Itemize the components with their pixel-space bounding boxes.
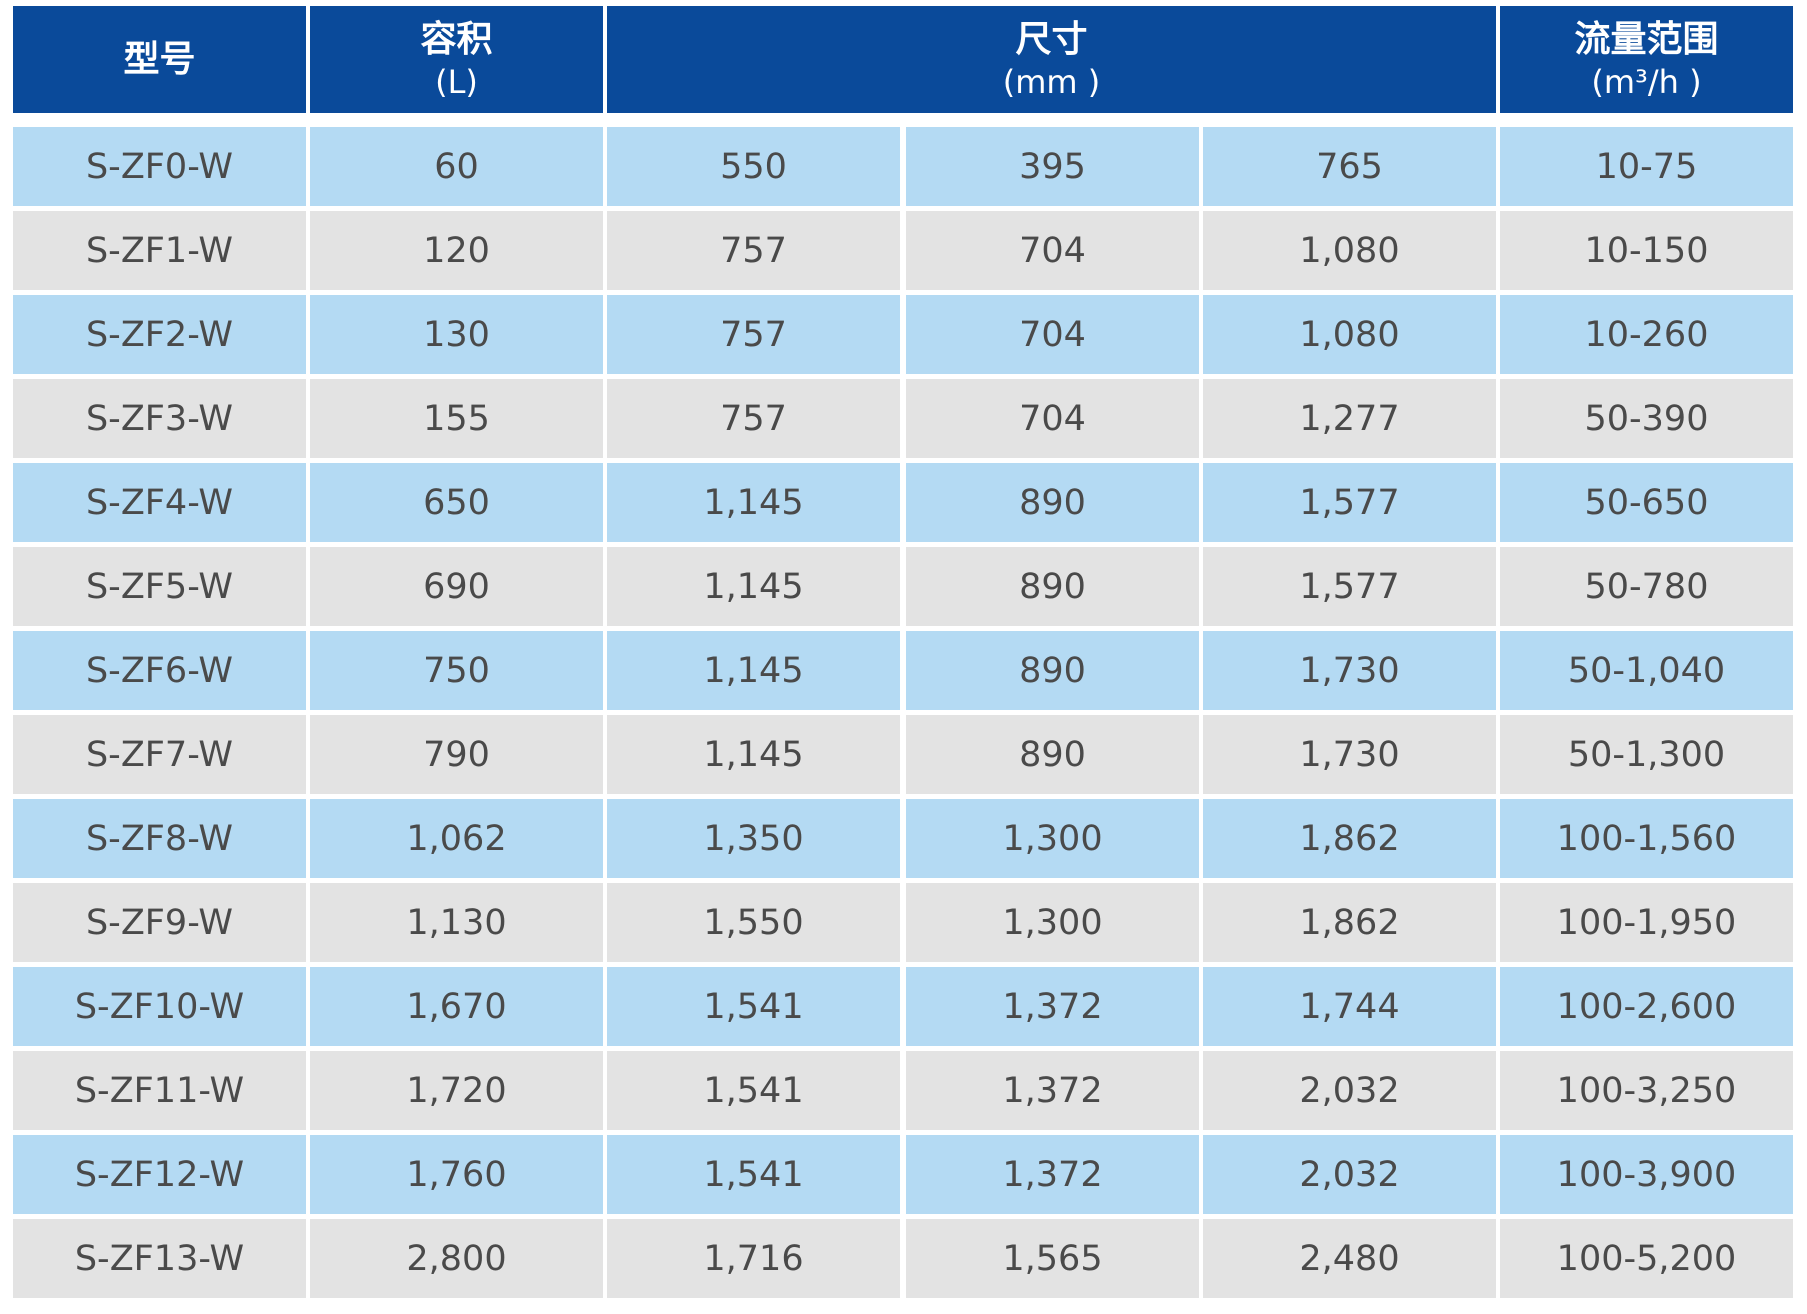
table-cell: 50-780: [1500, 547, 1793, 626]
table-cell: 1,541: [607, 967, 900, 1046]
table-cell: 2,480: [1203, 1219, 1496, 1298]
header-unit: (mm ): [1002, 62, 1101, 101]
table-cell: 10-260: [1500, 295, 1793, 374]
table-cell: 1,541: [607, 1135, 900, 1214]
table-cell: S-ZF9-W: [13, 883, 306, 962]
table-cell: 1,372: [906, 1051, 1199, 1130]
table-cell: 2,032: [1203, 1051, 1496, 1130]
table-cell: 757: [607, 295, 900, 374]
table-cell: S-ZF0-W: [13, 127, 306, 206]
table-cell: 765: [1203, 127, 1496, 206]
table-cell: 10-150: [1500, 211, 1793, 290]
table-cell: 1,565: [906, 1219, 1199, 1298]
table-cell: 704: [906, 379, 1199, 458]
table-cell: 120: [310, 211, 603, 290]
table-cell: 650: [310, 463, 603, 542]
table-cell: 890: [906, 715, 1199, 794]
header-cell: 容积 (L): [310, 6, 603, 113]
table-cell: 1,541: [607, 1051, 900, 1130]
header-title: 流量范围: [1574, 18, 1719, 60]
table-cell: 1,670: [310, 967, 603, 1046]
table-cell: S-ZF1-W: [13, 211, 306, 290]
table-cell: S-ZF4-W: [13, 463, 306, 542]
header-unit: (m³/h ): [1591, 62, 1702, 101]
table-cell: 890: [906, 631, 1199, 710]
table-cell: 155: [310, 379, 603, 458]
table-cell: S-ZF11-W: [13, 1051, 306, 1130]
table-cell: 1,577: [1203, 547, 1496, 626]
table-cell: 1,862: [1203, 799, 1496, 878]
table-cell: 1,300: [906, 799, 1199, 878]
table-cell: 395: [906, 127, 1199, 206]
header-title: 容积: [420, 18, 493, 60]
table-cell: 750: [310, 631, 603, 710]
table-cell: 1,720: [310, 1051, 603, 1130]
table-cell: 60: [310, 127, 603, 206]
table-cell: S-ZF12-W: [13, 1135, 306, 1214]
header-cell: 流量范围 (m³/h ): [1500, 6, 1793, 113]
table-cell: 1,277: [1203, 379, 1496, 458]
table-cell: 1,862: [1203, 883, 1496, 962]
table-cell: 1,145: [607, 715, 900, 794]
table-cell: 1,145: [607, 547, 900, 626]
table-cell: S-ZF6-W: [13, 631, 306, 710]
table-cell: 1,550: [607, 883, 900, 962]
table-cell: 100-5,200: [1500, 1219, 1793, 1298]
table-cell: 50-1,040: [1500, 631, 1793, 710]
table-cell: 100-3,900: [1500, 1135, 1793, 1214]
table-cell: 1,372: [906, 967, 1199, 1046]
table-cell: 1,730: [1203, 631, 1496, 710]
table-cell: 1,080: [1203, 295, 1496, 374]
table-cell: 757: [607, 211, 900, 290]
table-cell: 1,062: [310, 799, 603, 878]
table-cell: 1,130: [310, 883, 603, 962]
table-cell: S-ZF3-W: [13, 379, 306, 458]
table-cell: 10-75: [1500, 127, 1793, 206]
table-cell: 1,760: [310, 1135, 603, 1214]
table-cell: 704: [906, 295, 1199, 374]
table-cell: 1,577: [1203, 463, 1496, 542]
table-cell: 100-1,950: [1500, 883, 1793, 962]
table-cell: S-ZF5-W: [13, 547, 306, 626]
table-cell: S-ZF2-W: [13, 295, 306, 374]
table-cell: S-ZF13-W: [13, 1219, 306, 1298]
header-cell: 型号: [13, 6, 306, 113]
table-cell: 890: [906, 547, 1199, 626]
header-unit: (L): [435, 62, 478, 101]
table-cell: S-ZF8-W: [13, 799, 306, 878]
table-cell: 690: [310, 547, 603, 626]
table-cell: 1,372: [906, 1135, 1199, 1214]
table-cell: 100-3,250: [1500, 1051, 1793, 1130]
header-cell: 尺寸 (mm ): [607, 6, 1496, 113]
table-cell: 1,744: [1203, 967, 1496, 1046]
table-cell: 790: [310, 715, 603, 794]
table-cell: 50-1,300: [1500, 715, 1793, 794]
header-title: 尺寸: [1015, 18, 1088, 60]
table-cell: 704: [906, 211, 1199, 290]
table-cell: 1,300: [906, 883, 1199, 962]
table-cell: 1,080: [1203, 211, 1496, 290]
table-cell: 1,145: [607, 631, 900, 710]
table-cell: 757: [607, 379, 900, 458]
table-cell: S-ZF7-W: [13, 715, 306, 794]
table-cell: 2,032: [1203, 1135, 1496, 1214]
table-cell: 50-650: [1500, 463, 1793, 542]
header-title: 型号: [123, 38, 196, 80]
table-cell: 1,350: [607, 799, 900, 878]
table-cell: 1,145: [607, 463, 900, 542]
table-cell: 2,800: [310, 1219, 603, 1298]
table-cell: 1,716: [607, 1219, 900, 1298]
table-cell: 100-2,600: [1500, 967, 1793, 1046]
table-cell: 100-1,560: [1500, 799, 1793, 878]
table-cell: S-ZF10-W: [13, 967, 306, 1046]
table-cell: 130: [310, 295, 603, 374]
table-cell: 1,730: [1203, 715, 1496, 794]
table-cell: 890: [906, 463, 1199, 542]
table-cell: 550: [607, 127, 900, 206]
table-cell: 50-390: [1500, 379, 1793, 458]
